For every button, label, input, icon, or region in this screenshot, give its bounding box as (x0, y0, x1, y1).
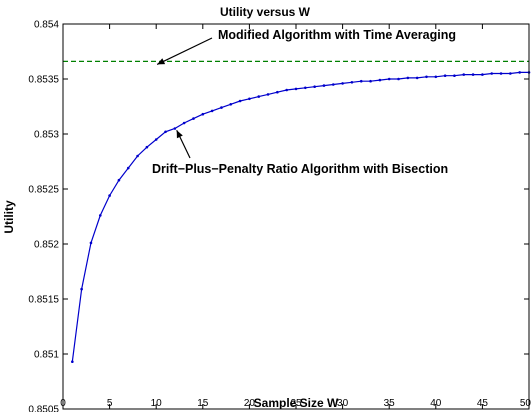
y-tick-label: 0.854 (34, 20, 59, 31)
y-axis-ticks: 0.8505 0.851 0.8515 0.852 0.8525 0.853 0.8535 0… (28, 20, 529, 412)
data-point (341, 82, 344, 85)
data-point (80, 287, 83, 291)
annotation-layer: Modified Algorithm with Time Averaging D… (152, 28, 456, 176)
series-line-drift-plus-penalty (71, 71, 529, 362)
x-tick-label: 35 (384, 398, 396, 409)
x-tick-label: 50 (520, 398, 531, 409)
data-point (304, 86, 307, 90)
data-point (387, 77, 391, 81)
y-axis-label: Utility (2, 200, 16, 234)
y-tick-label: 0.8505 (28, 405, 59, 412)
data-point (154, 138, 158, 141)
data-point (136, 154, 139, 158)
x-axis-ticks: 0 5 10 15 20 25 30 35 40 45 50 (60, 24, 531, 409)
data-point (192, 117, 195, 120)
data-point (322, 84, 326, 87)
x-tick-label: 25 (290, 398, 302, 409)
x-tick-label: 20 (244, 398, 256, 409)
data-point (285, 88, 288, 92)
data-point (369, 79, 372, 83)
data-point (220, 106, 223, 109)
data-point (164, 130, 167, 134)
data-point (518, 71, 521, 74)
data-point (359, 79, 363, 83)
data-point (201, 112, 205, 116)
data-point (294, 87, 298, 91)
data-point (397, 77, 400, 81)
data-point (313, 85, 316, 88)
y-tick-label: 0.8515 (28, 295, 59, 306)
annotation-drift-plus-penalty: Drift−Plus−Penalty Ratio Algorithm with … (152, 162, 448, 176)
chart-title: Utility versus W (220, 5, 311, 19)
y-tick-label: 0.853 (34, 130, 59, 141)
data-point (443, 74, 447, 77)
data-point (108, 194, 111, 197)
data-point (98, 214, 102, 217)
data-point (238, 99, 242, 103)
data-point (331, 83, 335, 86)
y-tick-label: 0.852 (34, 240, 59, 251)
data-point (229, 103, 233, 106)
x-tick-label: 40 (430, 398, 442, 409)
data-point (415, 76, 419, 80)
data-point (276, 90, 279, 94)
data-point (481, 73, 484, 76)
data-point (434, 75, 438, 79)
y-tick-label: 0.851 (34, 350, 59, 361)
plot-area (63, 24, 529, 409)
x-tick-label: 15 (197, 398, 209, 409)
series-layer (63, 60, 531, 364)
annotation-modified-algorithm: Modified Algorithm with Time Averaging (218, 28, 456, 42)
data-point (406, 76, 410, 80)
data-point (145, 145, 149, 149)
annotation-arrow-modified (156, 37, 213, 65)
data-point (490, 72, 494, 75)
x-tick-label: 45 (477, 398, 489, 409)
data-point (126, 166, 130, 170)
data-point (117, 178, 121, 182)
data-point (425, 75, 428, 79)
data-point (471, 73, 475, 76)
data-point (71, 360, 74, 364)
data-point (210, 109, 214, 113)
data-point (499, 72, 503, 75)
data-point (248, 97, 251, 101)
data-point (266, 93, 270, 96)
x-tick-label: 10 (151, 398, 163, 409)
data-point (257, 95, 261, 98)
x-tick-label: 5 (107, 398, 113, 409)
x-tick-label: 30 (337, 398, 349, 409)
annotation-arrow-modified-head (157, 58, 166, 65)
annotation-arrow-drift-head (176, 130, 183, 139)
y-tick-label: 0.8535 (28, 75, 59, 86)
data-point (378, 78, 382, 82)
data-point (509, 72, 512, 75)
data-point (182, 121, 186, 125)
data-point (453, 74, 456, 77)
y-tick-label: 0.8525 (28, 185, 59, 196)
plot-frame (62, 23, 530, 410)
data-point (462, 73, 466, 76)
x-axis-label: Sample Size W (254, 396, 339, 410)
data-point (173, 127, 177, 130)
data-point (89, 241, 93, 245)
data-point (350, 81, 354, 84)
